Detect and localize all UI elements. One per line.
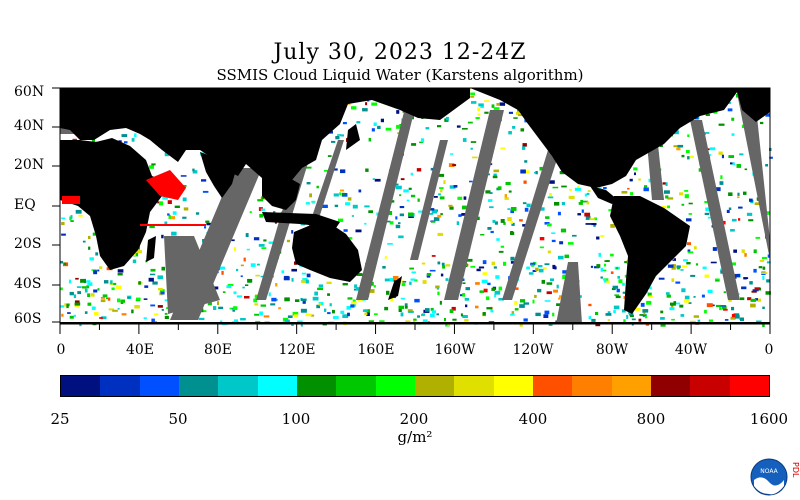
colorbar-swatch: [100, 376, 140, 396]
noaa-logo-icon: NOAA: [750, 458, 788, 496]
colorbar-swatch: [532, 376, 573, 396]
lon-label: 40E: [125, 342, 155, 358]
lon-label: 80W: [595, 342, 629, 358]
colorbar-swatch: [139, 376, 179, 396]
landmass-central-america: [590, 186, 618, 204]
colorbar-swatch: [61, 376, 101, 396]
landmass-north-america: [470, 88, 740, 188]
lon-label: 0: [56, 342, 66, 358]
colorbar-swatch: [454, 376, 494, 396]
landmass-india: [200, 152, 236, 198]
logo-text: NOAA: [760, 468, 778, 475]
colorbar-tick-label: 1600: [749, 410, 789, 428]
lat-label-60s: 60S: [14, 311, 42, 327]
colorbar: [60, 375, 770, 397]
lon-label: 80E: [203, 342, 233, 358]
orbit-gap: [690, 120, 740, 300]
colorbar-swatch: [611, 376, 651, 396]
lon-label: 120E: [278, 342, 316, 358]
colorbar-swatch: [296, 376, 337, 396]
lon-label: 160E: [357, 342, 395, 358]
colorbar-swatch: [650, 376, 691, 396]
pdl-text: PDL: [791, 462, 800, 478]
landmass-africa: [60, 138, 172, 270]
continents: [60, 88, 770, 324]
lon-label: 40W: [674, 342, 708, 358]
colorbar-swatch: [493, 376, 533, 396]
colorbar-units: g/m²: [397, 428, 433, 446]
orbit-gap: [502, 150, 560, 300]
landmass-greenland: [736, 88, 770, 122]
lat-label-40n: 40N: [14, 118, 45, 134]
colorbar-tick-label: 100: [281, 410, 311, 428]
pdl-mark: PDL: [791, 462, 800, 479]
colorbar-tick-label: 200: [399, 410, 429, 428]
landmass-eurasia: [60, 88, 470, 186]
colorbar-swatch: [729, 376, 769, 396]
colorbar-swatch: [414, 376, 455, 396]
orbit-gap: [736, 88, 770, 260]
orbit-gap: [444, 110, 504, 300]
landmass-madagascar: [146, 236, 156, 262]
colorbar-swatch: [218, 376, 258, 396]
lon-label: 120W: [512, 342, 554, 358]
colorbar-tick-label: 50: [168, 410, 188, 428]
landmass-australia: [292, 222, 362, 282]
colorbar-swatch: [257, 376, 297, 396]
landmass-south-america: [610, 196, 690, 314]
orbit-gap: [556, 262, 582, 324]
lat-label-20n: 20N: [14, 157, 45, 173]
lon-label: 160W: [434, 342, 476, 358]
sea-ice-mask: [62, 170, 206, 226]
colorbar-swatch: [336, 376, 376, 396]
colorbar-tick-label: 800: [636, 410, 666, 428]
colorbar-swatch: [178, 376, 219, 396]
colorbar-swatch: [690, 376, 730, 396]
lat-label-60n: 60N: [14, 84, 45, 100]
landmass-se-asia: [262, 176, 300, 210]
orbit-gap: [410, 140, 448, 260]
lat-label-eq: EQ: [14, 197, 36, 213]
no-data-gaps: [60, 88, 770, 324]
orbit-gap: [164, 236, 220, 314]
lon-label: 0: [764, 342, 774, 358]
colorbar-swatch: [572, 376, 612, 396]
landmass-japan: [346, 124, 360, 150]
axis-ticks: [52, 87, 771, 334]
map-subtitle: SSMIS Cloud Liquid Water (Karstens algor…: [216, 66, 584, 84]
colorbar-swatch: [375, 376, 415, 396]
lat-label-40s: 40S: [14, 276, 42, 292]
colorbar-tick-label: 25: [50, 410, 70, 428]
orbit-gap: [356, 112, 414, 300]
landmass-new-zealand: [388, 276, 402, 300]
lat-label-20s: 20S: [14, 236, 42, 252]
colorbar-tick-label: 400: [518, 410, 548, 428]
map-title: July 30, 2023 12-24Z: [273, 40, 527, 65]
